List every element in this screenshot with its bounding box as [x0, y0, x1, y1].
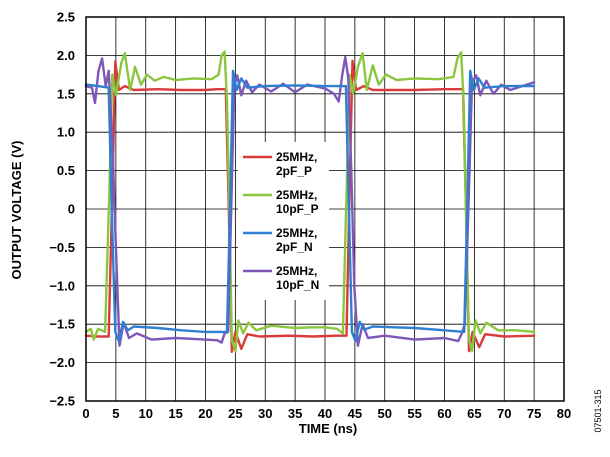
series-lines — [84, 50, 536, 353]
x-tick-label: 80 — [557, 406, 571, 421]
legend-label: 25MHz, 2pF_N — [276, 226, 317, 254]
y-tick-label: −2.0 — [49, 355, 75, 370]
y-tick-label: 0 — [68, 202, 75, 217]
x-tick-label: 15 — [168, 406, 182, 421]
series-line-1 — [84, 50, 536, 353]
x-tick-label: 25 — [228, 406, 242, 421]
legend-box — [238, 142, 329, 300]
x-tick-label: 35 — [288, 406, 302, 421]
x-tick-label: 55 — [407, 406, 421, 421]
legend-label: 25MHz, 10pF_P — [276, 188, 319, 216]
x-tick-label: 0 — [82, 406, 89, 421]
legend: 25MHz, 2pF_P 25MHz, 10pF_P 25MHz, 2pF_N 25MHz,… — [238, 142, 329, 300]
y-axis-title: OUTPUT VOLTAGE (V) — [9, 141, 24, 280]
x-tick-label: 45 — [348, 406, 362, 421]
series-line-2 — [84, 69, 536, 343]
x-tick-label: 65 — [467, 406, 481, 421]
y-tick-label: 2.0 — [57, 48, 75, 63]
x-tick-label: 70 — [497, 406, 511, 421]
x-tick-label: 10 — [139, 406, 153, 421]
x-tick-label: 30 — [258, 406, 272, 421]
x-tick-label: 20 — [198, 406, 212, 421]
legend-label: 25MHz, 10pF_N — [276, 264, 319, 292]
plot-frame — [85, 16, 565, 402]
x-tick-label: 50 — [378, 406, 392, 421]
y-tick-label: 1.5 — [57, 86, 75, 101]
y-tick-label: 0.5 — [57, 163, 75, 178]
y-tick-label: −1.0 — [49, 278, 75, 293]
x-tick-label: 75 — [527, 406, 541, 421]
y-tick-label: 2.5 — [57, 10, 75, 25]
legend-label: 25MHz, 2pF_P — [276, 150, 317, 178]
x-axis-title: TIME (ns) — [299, 421, 358, 436]
y-tick-label: 1.0 — [57, 125, 75, 140]
x-tick-label: 60 — [437, 406, 451, 421]
figure-id: 07501-315 — [593, 389, 603, 432]
x-tick-label: 40 — [318, 406, 332, 421]
y-tick-label: −1.5 — [49, 317, 75, 332]
y-tick-label: −2.5 — [49, 394, 75, 409]
y-tick-label: −0.5 — [49, 240, 75, 255]
y-tick-labels: 2.5 2.0 1.5 1.0 0.5 0 −0.5 −1.0 −1.5 −2.0 −2.5 — [49, 10, 75, 409]
x-tick-label: 5 — [112, 406, 119, 421]
x-tick-labels: 0 5 10 15 20 25 30 35 40 45 50 55 60 65 70 75 80 — [82, 406, 571, 421]
